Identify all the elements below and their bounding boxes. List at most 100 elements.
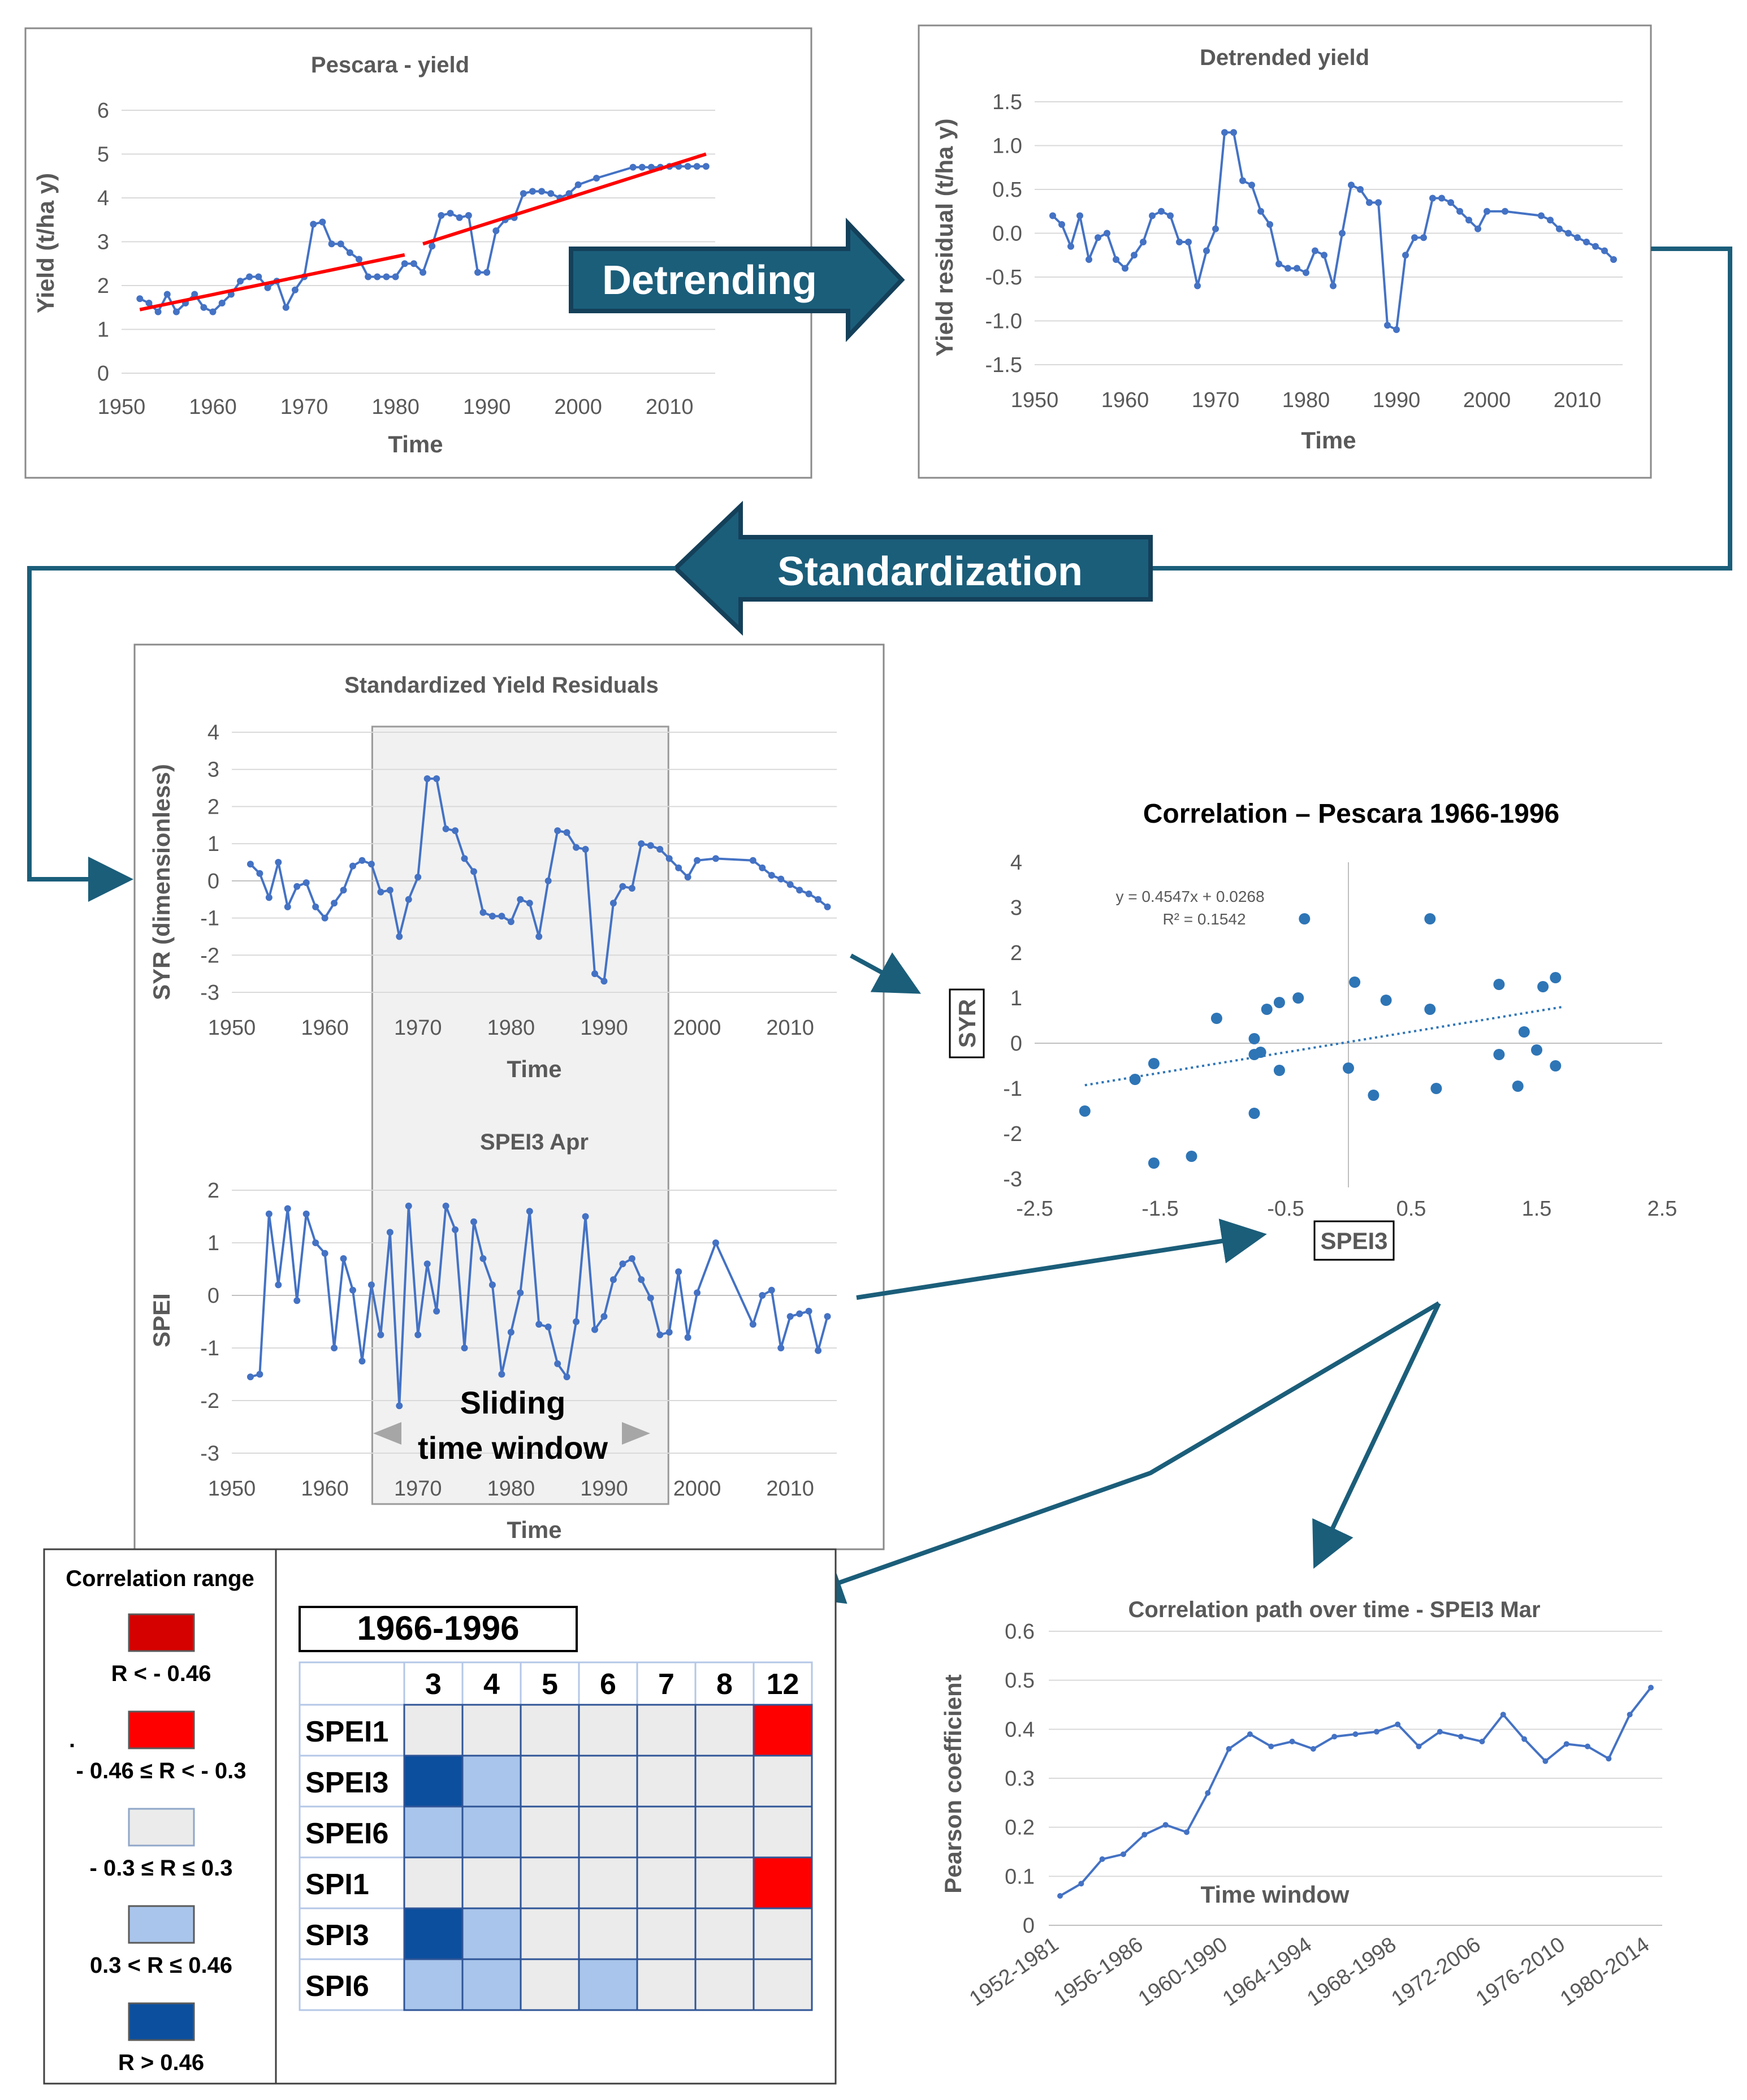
spei-data-point xyxy=(563,1373,570,1381)
matrix-column-label: 12 xyxy=(767,1668,799,1701)
spei-data-point xyxy=(331,1345,338,1351)
yield-data-point xyxy=(310,221,317,228)
matrix-column-label: 5 xyxy=(542,1668,558,1701)
detrended-data-point xyxy=(1547,217,1554,224)
detrended-chart: Detrended yield -1.5 -1.0 -0.5 0.0 0.5 1.0 1.5… xyxy=(918,24,1652,479)
syr-data-point xyxy=(544,877,552,884)
scatter-point xyxy=(1537,981,1549,992)
yield-x-tick-label: 2000 xyxy=(554,395,602,419)
syr-y-tick-label: 4 xyxy=(207,721,219,745)
yield-y-tick-label: 0 xyxy=(97,362,109,386)
matrix-column-label: 4 xyxy=(483,1668,500,1701)
matrix-column-label: 8 xyxy=(716,1668,733,1701)
sliding-window-label: Sliding time window xyxy=(373,1385,650,1466)
scatter-chart-title: Correlation – Pescara 1966-1996 xyxy=(1143,799,1559,829)
syr-chart-title: Standardized Yield Residuals xyxy=(344,673,659,698)
syr-data-point xyxy=(284,903,291,910)
path-data-point xyxy=(1141,1831,1148,1838)
spei-data-point xyxy=(573,1318,580,1325)
yield-x-axis-title: Time xyxy=(388,431,443,457)
detrended-data-point xyxy=(1456,208,1463,215)
yield-data-point xyxy=(401,260,408,267)
detrending-arrow: Detrending xyxy=(569,217,905,343)
matrix-row-header xyxy=(299,1755,405,1808)
scatter-y-tick-label: 0 xyxy=(1010,1032,1022,1056)
syr-data-point xyxy=(628,885,635,892)
scatter-point xyxy=(1349,976,1361,988)
yield-data-point xyxy=(492,227,500,235)
detrended-data-point xyxy=(1194,282,1201,289)
syr-x-tick-label: 1990 xyxy=(580,1016,628,1040)
path-data-point xyxy=(1078,1881,1084,1887)
syr-data-point xyxy=(805,890,812,897)
scatter-point xyxy=(1299,913,1311,924)
spei-x-tick-label: 1970 xyxy=(394,1477,442,1501)
detrended-data-point xyxy=(1248,182,1255,189)
matrix-cell xyxy=(461,1907,522,1960)
yield-data-point xyxy=(410,260,417,267)
syr-data-point xyxy=(367,861,375,868)
yield-chart-title: Pescara - yield xyxy=(311,53,469,77)
path-data-point xyxy=(1331,1734,1338,1740)
spei-data-point xyxy=(479,1255,487,1262)
syr-data-point xyxy=(609,900,617,907)
matrix-cell xyxy=(403,1907,464,1960)
legend-label: 0.3 < R ≤ 0.46 xyxy=(90,1953,232,1978)
detrended-x-tick-label: 1970 xyxy=(1192,388,1240,412)
path-x-tick-label: 1960-1990 xyxy=(1134,1933,1232,2011)
syr-data-point xyxy=(247,861,254,868)
spei-y-tick-label: -3 xyxy=(200,1442,219,1466)
syr-data-point xyxy=(684,874,691,881)
syr-data-point xyxy=(582,846,589,853)
scatter-point xyxy=(1493,979,1505,990)
yield-data-point xyxy=(145,300,153,306)
scatter-x-label-box xyxy=(1313,1220,1395,1261)
detrended-data-point xyxy=(1465,217,1472,224)
spei-data-point xyxy=(694,1289,701,1297)
syr-data-point xyxy=(768,872,775,879)
path-x-tick-label: 1964-1994 xyxy=(1218,1933,1316,2011)
matrix-cell xyxy=(753,1704,813,1757)
path-y-axis-title: Pearson coefficient xyxy=(940,1674,966,1893)
detrending-arrow-shape xyxy=(569,217,905,343)
syr-x-tick-label: 1960 xyxy=(301,1016,349,1040)
matrix-cell xyxy=(578,1805,638,1859)
detrended-data-point xyxy=(1049,212,1056,219)
syr-data-point xyxy=(386,887,393,894)
yield-data-point xyxy=(465,212,472,219)
detrended-data-point xyxy=(1484,208,1490,215)
spei-data-point xyxy=(712,1239,719,1246)
detrended-data-point xyxy=(1104,230,1110,237)
matrix-cell xyxy=(636,1856,697,1909)
yield-data-point xyxy=(237,278,244,285)
scatter-point xyxy=(1292,992,1304,1004)
path-data-point xyxy=(1627,1712,1633,1718)
detrended-x-tick-label: 1960 xyxy=(1101,388,1149,412)
correlation-matrix: 1966-1996 3 4 5 6 7 8 12 SPEI1 SPEI3 SPEI6 SPI1 SPI… xyxy=(275,1548,837,2085)
syr-data-point xyxy=(638,840,645,848)
path-data-point xyxy=(1183,1829,1190,1835)
yield-y-tick-label: 2 xyxy=(97,274,109,298)
yield-x-tick-label: 1950 xyxy=(98,395,146,419)
matrix-row-label: SPEI1 xyxy=(305,1716,388,1748)
detrended-data-point xyxy=(1312,247,1318,254)
scatter-x-tick-label: -0.5 xyxy=(1267,1197,1304,1221)
matrix-cell xyxy=(694,1856,755,1909)
path-y-tick-label: 0.1 xyxy=(1005,1865,1035,1889)
path-data-point xyxy=(1226,1746,1232,1752)
matrix-cell xyxy=(520,1704,580,1757)
yield-x-tick-label: 1960 xyxy=(189,395,237,419)
scatter-point xyxy=(1368,1090,1380,1101)
spei-data-point xyxy=(684,1334,691,1341)
legend-label: - 0.46 ≤ R < - 0.3 xyxy=(76,1758,247,1783)
spei-data-point xyxy=(414,1331,422,1338)
syr-data-point xyxy=(256,870,263,877)
matrix-cell xyxy=(753,1805,813,1859)
connector-detrended-to-standardization xyxy=(1151,247,1732,571)
syr-data-point xyxy=(331,900,338,907)
legend-label: R > 0.46 xyxy=(118,2050,204,2075)
detrending-label: Detrending xyxy=(602,258,817,303)
detrended-y-tick-label: -1.5 xyxy=(985,353,1022,377)
syr-x-tick-label: 1980 xyxy=(487,1016,535,1040)
syr-y-tick-label: 0 xyxy=(207,870,219,893)
